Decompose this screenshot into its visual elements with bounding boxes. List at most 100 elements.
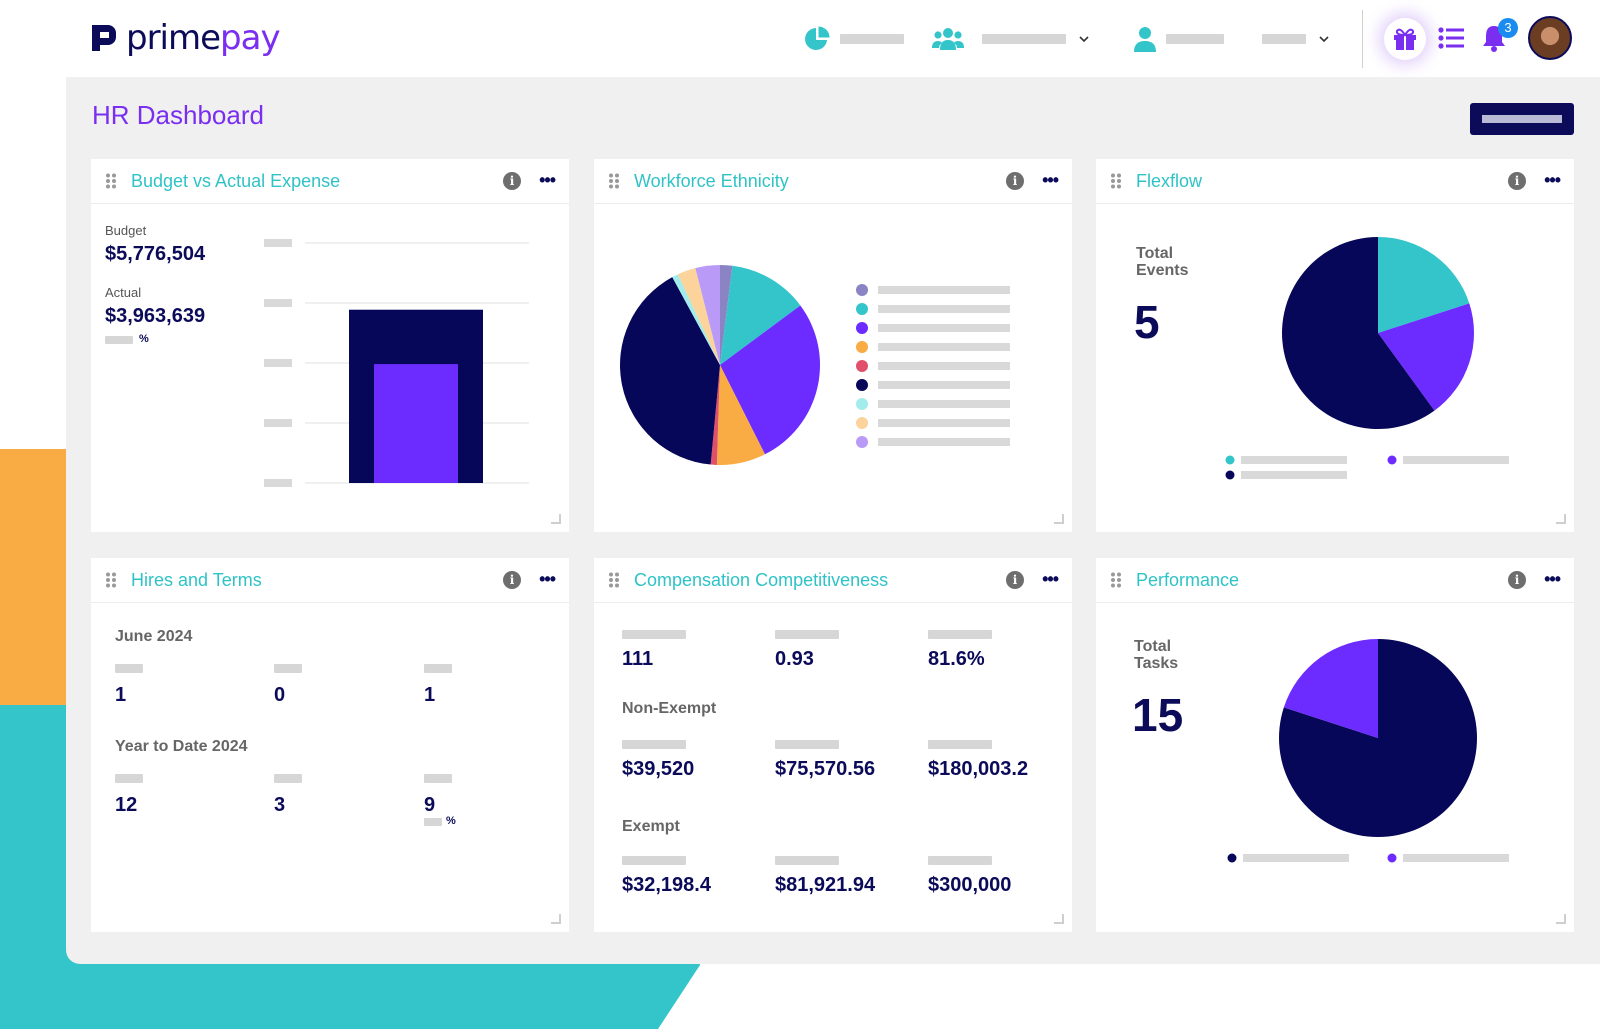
chart-bars	[349, 309, 483, 483]
more-options-icon[interactable]: •••	[1042, 569, 1059, 589]
actual-bar[interactable]	[374, 364, 458, 483]
card-hires-and-terms: Hires and Terms i ••• June 2024 1 0 1 Ye…	[91, 558, 569, 932]
actual-value: $3,963,639	[105, 305, 206, 327]
metric-value: $81,921.94	[775, 874, 876, 896]
resize-handle-icon[interactable]	[551, 514, 561, 524]
legend-label-placeholder	[1243, 854, 1349, 862]
pie-slice[interactable]	[672, 274, 720, 365]
more-options-icon[interactable]: •••	[1544, 569, 1561, 589]
more-options-icon[interactable]: •••	[1544, 170, 1561, 190]
nav-item-reports[interactable]	[804, 22, 904, 56]
metric-value: $75,570.56	[775, 758, 876, 780]
pie-slice[interactable]	[1279, 639, 1478, 837]
metric-label-placeholder	[424, 774, 452, 783]
metric-value: 0.93	[775, 648, 814, 670]
card-header: Compensation Competitiveness i •••	[594, 558, 1072, 603]
pie-slice[interactable]	[720, 265, 801, 365]
resize-handle-icon[interactable]	[1556, 514, 1566, 524]
legend-marker	[856, 398, 868, 410]
pie-slice[interactable]	[1282, 237, 1435, 429]
drag-handle-icon[interactable]	[1110, 572, 1122, 588]
more-options-icon[interactable]: •••	[539, 569, 556, 589]
y-tick-label-placeholder	[264, 239, 292, 247]
pie-slice[interactable]	[620, 277, 720, 465]
resize-handle-icon[interactable]	[1054, 514, 1064, 524]
card-header: Hires and Terms i •••	[91, 558, 569, 603]
nav-item-company-label	[1262, 34, 1306, 44]
people-group-icon	[932, 28, 964, 50]
pie-slice[interactable]	[720, 305, 820, 455]
drag-handle-icon[interactable]	[105, 572, 117, 588]
nav-item-company-dropdown[interactable]	[1262, 22, 1330, 56]
resize-handle-icon[interactable]	[551, 914, 561, 924]
legend-marker	[1387, 455, 1397, 465]
pie-slice[interactable]	[716, 365, 765, 465]
kpi-value: 15	[1132, 689, 1184, 741]
y-tick-label-placeholder	[264, 299, 292, 307]
card-title: Workforce Ethnicity	[634, 171, 789, 191]
legend-label-placeholder	[878, 419, 1010, 427]
logo-text-pay: pay	[220, 18, 281, 58]
info-icon[interactable]: i	[1006, 172, 1024, 190]
drag-handle-icon[interactable]	[1110, 173, 1122, 189]
card-budget-vs-actual: Budget vs Actual Expense i ••• Budget $5…	[91, 159, 569, 532]
more-options-icon[interactable]: •••	[1042, 170, 1059, 190]
top-navigation-bar: primepay	[0, 0, 1600, 77]
metric-label-placeholder	[274, 664, 302, 673]
metric-value: 1	[115, 684, 127, 706]
y-tick-label-placeholder	[264, 479, 292, 487]
card-header: Flexflow i •••	[1096, 159, 1574, 204]
nav-item-profile[interactable]	[1134, 22, 1224, 56]
metric-label-placeholder	[274, 774, 302, 783]
drag-handle-icon[interactable]	[608, 173, 620, 189]
pie-slice[interactable]	[710, 365, 720, 465]
drag-handle-icon[interactable]	[608, 572, 620, 588]
user-avatar[interactable]	[1528, 16, 1572, 60]
nav-item-people[interactable]	[932, 22, 1090, 56]
metric-label-placeholder	[775, 630, 839, 639]
metric-label-placeholder	[622, 630, 686, 639]
drag-handle-icon[interactable]	[105, 173, 117, 189]
info-icon[interactable]: i	[503, 172, 521, 190]
more-options-icon[interactable]: •••	[539, 170, 556, 190]
percent-placeholder	[424, 818, 442, 826]
page-action-button-label	[1482, 115, 1562, 123]
nav-item-reports-label	[840, 34, 904, 44]
legend-marker	[856, 303, 868, 315]
metric-label-placeholder	[928, 740, 992, 749]
legend-marker	[1225, 455, 1235, 465]
pie-slices	[1282, 237, 1475, 429]
legend-label-placeholder	[1403, 854, 1509, 862]
pie-slices	[620, 265, 820, 465]
info-icon[interactable]: i	[1508, 172, 1526, 190]
card-title: Hires and Terms	[131, 570, 262, 590]
section-label: Non-Exempt	[622, 700, 717, 717]
pie-slice[interactable]	[1378, 237, 1470, 333]
primepay-logo[interactable]: primepay	[90, 18, 281, 58]
metric-label-placeholder	[622, 856, 686, 865]
legend-marker	[856, 322, 868, 334]
pie-slice[interactable]	[677, 268, 720, 365]
page-action-button[interactable]	[1470, 103, 1574, 135]
chart-legend	[1227, 853, 1509, 863]
pie-slice[interactable]	[720, 265, 733, 365]
resize-handle-icon[interactable]	[1556, 914, 1566, 924]
info-icon[interactable]: i	[503, 571, 521, 589]
legend-label-placeholder	[1241, 456, 1347, 464]
metric-value: 0	[274, 684, 286, 706]
pie-slice[interactable]	[1378, 303, 1475, 411]
legend-label-placeholder	[1403, 456, 1509, 464]
budget-bar-chart	[264, 239, 529, 487]
primepay-logo-mark-icon	[92, 25, 116, 51]
actual-percent-symbol: %	[139, 333, 149, 345]
metric-value: 3	[274, 794, 286, 816]
info-icon[interactable]: i	[1508, 571, 1526, 589]
page-title: HR Dashboard	[92, 100, 264, 130]
notification-count-badge: 3	[1498, 18, 1518, 38]
info-icon[interactable]: i	[1006, 571, 1024, 589]
resize-handle-icon[interactable]	[1054, 914, 1064, 924]
rewards-button[interactable]	[1384, 18, 1426, 60]
pie-slice[interactable]	[695, 265, 720, 365]
pie-slice[interactable]	[1283, 639, 1378, 738]
task-list-button[interactable]	[1438, 26, 1464, 55]
